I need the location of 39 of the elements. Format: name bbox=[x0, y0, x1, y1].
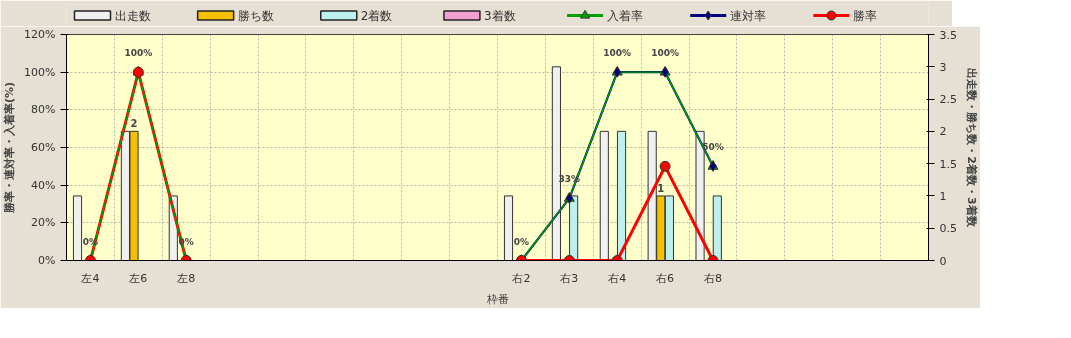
data-label: 1 bbox=[657, 182, 665, 194]
x-tick-label: 右8 bbox=[704, 271, 722, 285]
y2-tick-label: 3.5 bbox=[939, 28, 957, 42]
y2-tick-label: 1 bbox=[939, 189, 947, 203]
data-label: 100% bbox=[124, 48, 153, 59]
y-tick-label: 60% bbox=[31, 141, 56, 154]
y2-axis-title: 出走数・勝ち数・2着数・3着数 bbox=[964, 68, 978, 228]
data-label: 100% bbox=[651, 48, 680, 59]
data-label: 0% bbox=[513, 236, 530, 247]
y-tick-label: 100% bbox=[24, 65, 56, 79]
legend-label: 2着数 bbox=[360, 8, 393, 23]
y2-tick-label: 1.5 bbox=[939, 157, 957, 171]
x-tick-label: 左4 bbox=[81, 271, 100, 285]
y-tick-label: 80% bbox=[31, 103, 56, 117]
y2-tick-label: 3 bbox=[939, 60, 947, 74]
legend-label: 出走数 bbox=[114, 8, 151, 23]
x-tick-label: 右6 bbox=[656, 271, 675, 285]
y-tick-label: 0% bbox=[38, 254, 56, 267]
legend-label: 連対率 bbox=[730, 8, 767, 23]
legend-label: 勝ち数 bbox=[237, 8, 274, 23]
y-tick-label: 20% bbox=[31, 216, 56, 230]
data-label: 2 bbox=[130, 118, 138, 130]
legend-label: 3着数 bbox=[483, 8, 516, 23]
x-tick-label: 右3 bbox=[560, 271, 579, 285]
x-tick-label: 右4 bbox=[608, 271, 627, 285]
y-tick-label: 40% bbox=[31, 178, 56, 192]
y2-tick-label: 0.5 bbox=[939, 222, 957, 236]
legend-label: 入着率 bbox=[607, 8, 644, 23]
x-tick-label: 左6 bbox=[129, 271, 148, 285]
x-axis-title: 枠番 bbox=[485, 292, 509, 306]
x-tick-label: 右2 bbox=[512, 271, 531, 285]
legend-label: 勝率 bbox=[853, 8, 878, 23]
y2-tick-label: 2.5 bbox=[939, 93, 957, 107]
y2-tick-label: 2 bbox=[939, 125, 947, 139]
y-tick-label: 120% bbox=[24, 28, 56, 41]
y2-tick-label: 0 bbox=[939, 254, 947, 268]
data-label: 100% bbox=[603, 48, 632, 59]
y-axis-title: 勝率・連対率・入着率(%) bbox=[3, 81, 17, 215]
x-tick-label: 左8 bbox=[177, 271, 196, 285]
